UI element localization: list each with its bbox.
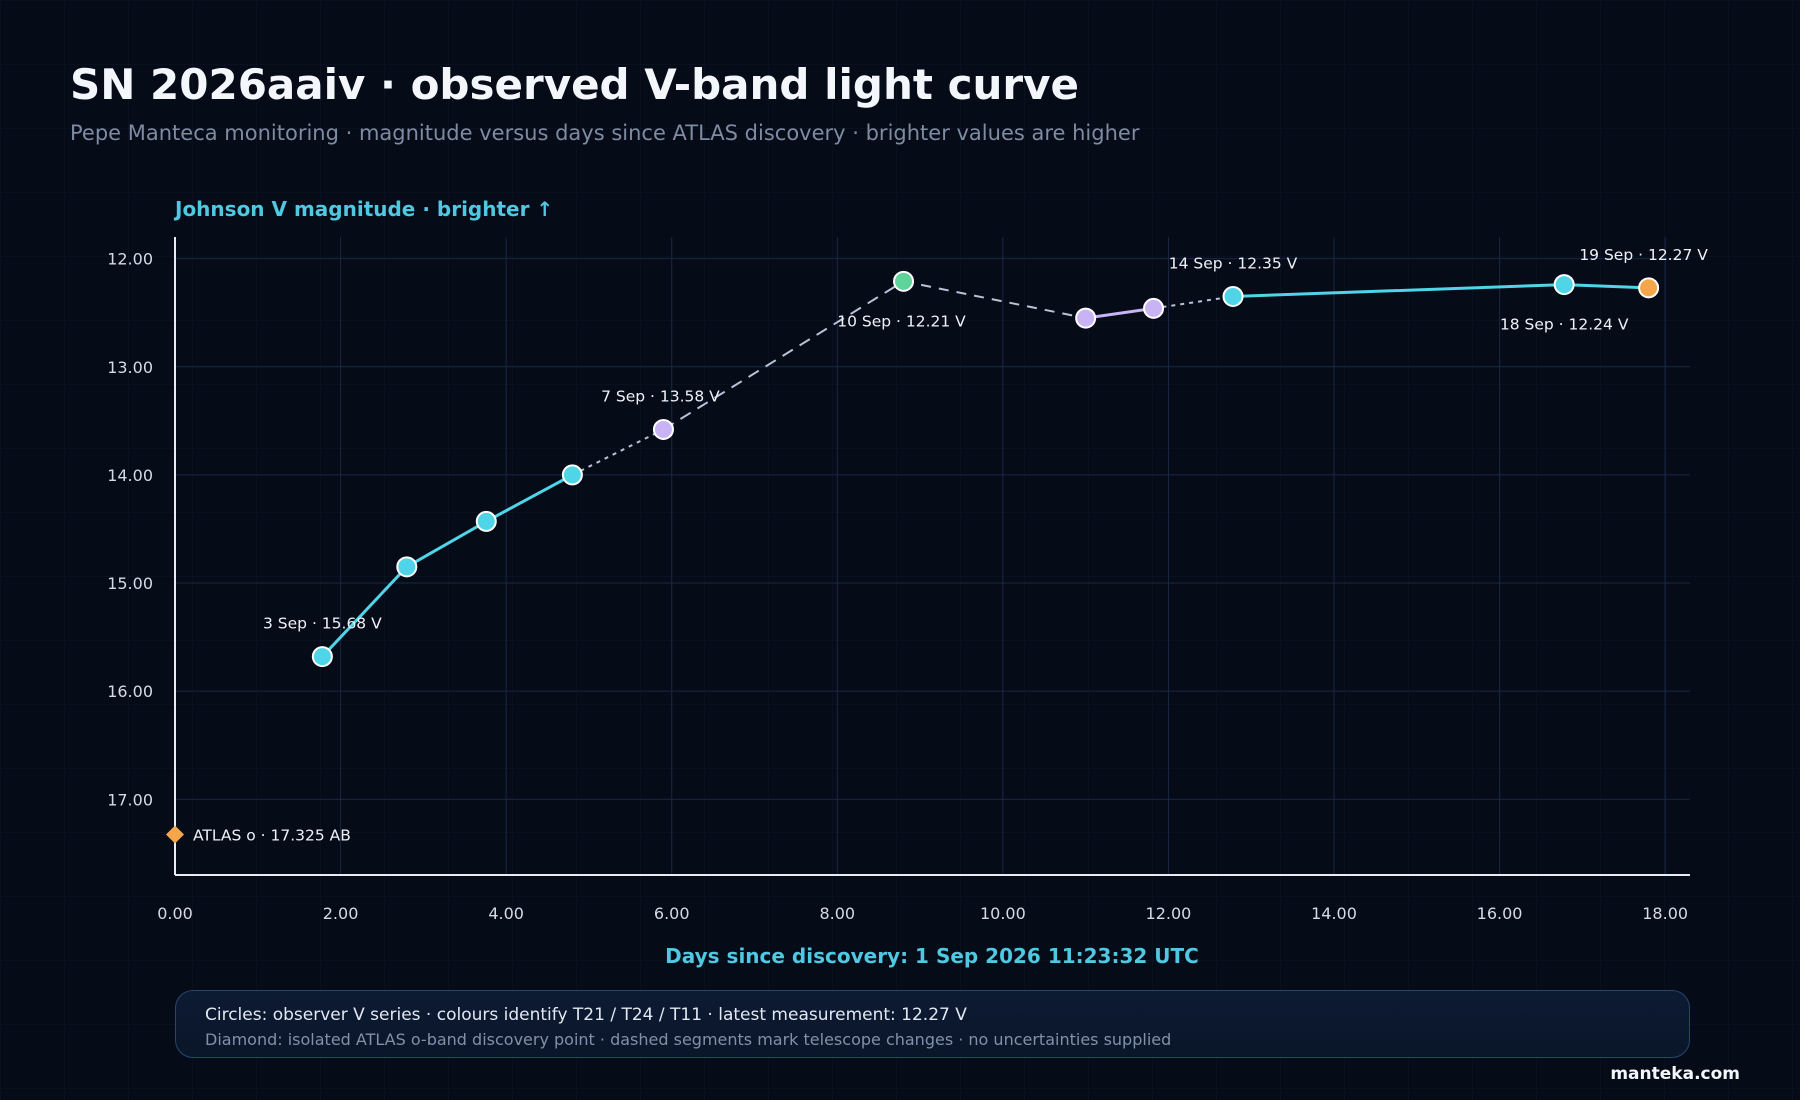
atlas-diamond-point — [166, 825, 184, 844]
series-lines — [321, 280, 1649, 658]
x-tick-label: 0.00 — [157, 904, 193, 923]
telescope-change-segment — [571, 428, 664, 476]
point-annotation: 18 Sep · 12.24 V — [1500, 316, 1629, 334]
chart-subtitle: Pepe Manteca monitoring · magnitude vers… — [70, 121, 1140, 145]
x-tick-label: 14.00 — [1311, 904, 1357, 923]
data-point-T24 — [1075, 307, 1097, 329]
y-tick-label: 15.00 — [107, 574, 153, 593]
light-curve-chart: 0.00 2.00 4.00 6.00 8.00 10.00 12.00 14.00 16.00… — [107, 197, 1708, 968]
brand-footer: manteka.com — [1610, 1064, 1740, 1084]
data-point-T21 — [396, 556, 418, 578]
legend-line-diamond: Diamond: isolated ATLAS o-band discovery… — [205, 1030, 1172, 1049]
data-point-T24 — [1143, 297, 1165, 319]
series-segment — [321, 565, 408, 658]
telescope-change-segment — [903, 280, 1086, 320]
point-annotations: 3 Sep · 15.68 V 7 Sep · 13.58 V 10 Sep · 1… — [193, 246, 1708, 845]
data-point-latest — [1638, 277, 1660, 299]
y-tick-labels: 12.00 13.00 14.00 15.00 16.00 17.00 — [107, 250, 153, 810]
y-axis-label: Johnson V magnitude · brighter ↑ — [173, 197, 553, 221]
point-annotation: ATLAS o · 17.325 AB — [193, 826, 351, 844]
x-tick-label: 2.00 — [323, 904, 359, 923]
plot-grid — [175, 237, 1690, 875]
data-point-T11 — [893, 270, 915, 292]
series-segment — [1232, 283, 1565, 298]
data-point-T21 — [311, 646, 333, 668]
series-segment — [1085, 306, 1154, 320]
point-annotation: 14 Sep · 12.35 V — [1169, 254, 1298, 272]
x-axis-label: Days since discovery: 1 Sep 2026 11:23:3… — [665, 944, 1199, 968]
point-annotation: 7 Sep · 13.58 V — [601, 387, 720, 405]
x-tick-label: 4.00 — [488, 904, 524, 923]
x-tick-label: 18.00 — [1642, 904, 1688, 923]
x-tick-label: 16.00 — [1477, 904, 1523, 923]
data-point-T24 — [652, 418, 674, 440]
data-point-T21 — [1553, 274, 1575, 296]
x-tick-label: 10.00 — [980, 904, 1026, 923]
series-points — [166, 270, 1660, 844]
legend-box: Circles: observer V series · colours ide… — [175, 990, 1690, 1058]
data-point-T21 — [475, 510, 497, 532]
x-tick-labels: 0.00 2.00 4.00 6.00 8.00 10.00 12.00 14.00 16.00… — [157, 904, 1688, 923]
y-tick-label: 14.00 — [107, 466, 153, 485]
series-segment — [485, 473, 574, 523]
y-tick-label: 17.00 — [107, 790, 153, 809]
point-annotation: 10 Sep · 12.21 V — [837, 312, 966, 330]
plot-axes — [174, 237, 1690, 876]
y-tick-label: 16.00 — [107, 682, 153, 701]
telescope-change-segment — [662, 280, 905, 431]
x-tick-label: 6.00 — [654, 904, 690, 923]
telescope-change-segment — [1153, 295, 1234, 310]
series-segment — [406, 520, 488, 569]
series-segment — [1564, 283, 1649, 290]
x-tick-label: 12.00 — [1146, 904, 1192, 923]
point-annotation: 3 Sep · 15.68 V — [263, 615, 382, 633]
chart-title: SN 2026aaiv · observed V-band light curv… — [70, 60, 1079, 109]
y-tick-label: 13.00 — [107, 358, 153, 377]
data-point-T21 — [561, 464, 583, 486]
legend-line-circles: Circles: observer V series · colours ide… — [205, 1005, 967, 1025]
y-tick-label: 12.00 — [107, 250, 153, 269]
x-tick-label: 8.00 — [819, 904, 855, 923]
data-point-T21 — [1222, 285, 1244, 307]
point-annotation: 19 Sep · 12.27 V — [1579, 246, 1708, 264]
